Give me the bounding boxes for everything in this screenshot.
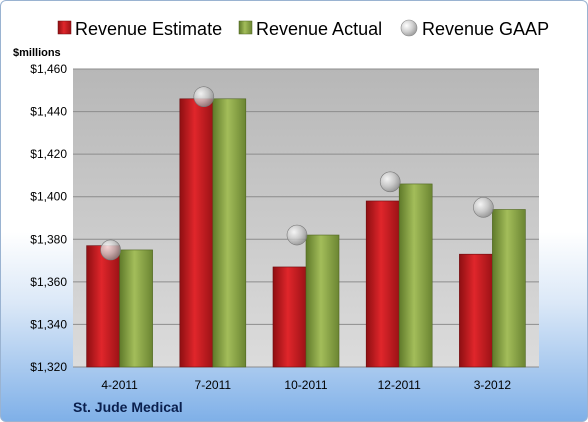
bar-revenue-estimate [86,245,120,368]
legend-item-revenue-estimate: Revenue Estimate [57,19,222,39]
y-tick-label: $1,340 [30,317,67,331]
legend-swatch-revenue-estimate [57,20,72,35]
x-tick-label: 4-2011 [101,378,138,392]
y-tick-label: $1,400 [30,190,67,204]
x-tick-label: 12-2011 [378,378,421,392]
y-tick-label: $1,320 [30,360,67,374]
y-tick-label: $1,440 [30,105,67,119]
marker-revenue-gaap [286,224,308,246]
y-axis-unit-label: $millions [13,47,61,59]
legend-item-revenue-gaap: Revenue GAAP [400,19,549,39]
bar-revenue-estimate [365,200,400,368]
bar-revenue-actual [119,249,153,368]
y-tick-label: $1,380 [30,232,67,246]
legend-label-revenue-actual: Revenue Actual [256,19,382,39]
legend-label-revenue-estimate: Revenue Estimate [75,19,222,39]
bar-revenue-estimate [459,253,493,368]
marker-revenue-gaap [193,86,215,107]
bar-revenue-estimate [179,98,214,368]
legend-swatch-revenue-actual [238,20,253,35]
x-tick-label: 10-2011 [284,378,327,392]
company-name: St. Jude Medical [73,399,183,415]
y-tick-label: $1,360 [30,275,67,289]
bar-revenue-estimate [272,266,307,368]
bar-revenue-actual [492,209,526,368]
x-tick-label: 7-2011 [195,378,232,392]
gaap-markers [100,86,494,261]
marker-revenue-gaap [473,197,494,218]
y-tick-label: $1,460 [30,62,67,76]
x-axis-tick-labels: 4-2011 7-2011 10-2011 12-2011 3-2012 [101,378,511,392]
bars [86,98,526,368]
legend: Revenue Estimate Revenue Actual Revenue … [57,19,549,39]
bar-revenue-actual [305,234,340,368]
legend-label-revenue-gaap: Revenue GAAP [422,19,549,39]
y-tick-label: $1,420 [30,147,67,161]
marker-revenue-gaap [379,171,401,193]
bar-revenue-actual [212,98,247,368]
bar-revenue-actual [398,183,433,368]
legend-marker-revenue-gaap [400,19,418,37]
y-axis-tick-labels: $1,320 $1,340 $1,360 $1,380 $1,400 $1,420 $1,4… [30,62,67,374]
marker-revenue-gaap [100,239,121,261]
x-tick-label: 3-2012 [474,378,512,392]
legend-item-revenue-actual: Revenue Actual [238,19,382,39]
